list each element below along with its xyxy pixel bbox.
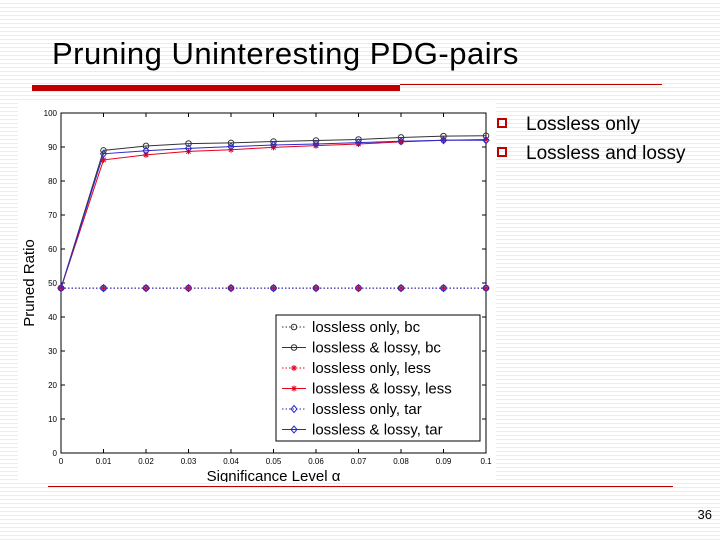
data-point	[142, 142, 150, 150]
slide-title: Pruning Uninteresting PDG-pairs	[52, 36, 519, 71]
data-point	[184, 283, 193, 293]
data-point	[227, 142, 235, 151]
y-tick-label: 60	[48, 245, 57, 254]
legend-label: lossless & lossy, less	[312, 381, 452, 398]
data-point	[439, 135, 448, 145]
y-tick-label: 80	[48, 177, 57, 186]
legend-label: lossless & lossy, bc	[312, 340, 441, 357]
star-marker-stroke	[291, 385, 297, 392]
page-number: 36	[697, 507, 712, 522]
data-point	[142, 146, 150, 156]
legend-swatch-marker	[291, 365, 297, 371]
data-point	[142, 283, 150, 293]
bullet-item: Lossless only	[490, 113, 705, 137]
legend-swatch-marker	[290, 425, 298, 434]
data-point	[482, 135, 490, 145]
y-tick-label: 30	[48, 347, 57, 356]
x-tick-label: 0.1	[480, 457, 492, 466]
series-line	[60, 139, 486, 289]
data-point	[354, 283, 363, 293]
data-point	[184, 144, 193, 153]
y-tick-label: 90	[48, 143, 57, 152]
data-point	[482, 283, 490, 293]
y-tick-label: 10	[48, 415, 57, 424]
title-underline-thick	[32, 85, 400, 91]
y-tick-label: 100	[44, 109, 58, 118]
data-point	[227, 283, 235, 293]
y-axis-label: Pruned Ratio	[21, 239, 38, 327]
data-point	[312, 139, 320, 149]
legend-box	[275, 314, 481, 442]
data-point	[99, 149, 108, 159]
x-tick-label: 0.01	[96, 457, 112, 466]
star-marker-stroke	[291, 365, 297, 371]
y-tick-label: 0	[53, 449, 58, 458]
square-bullet-icon	[497, 147, 507, 157]
y-tick-label: 50	[48, 279, 57, 288]
legend-label: lossless & lossy, tar	[312, 422, 443, 439]
x-tick-label: 0.07	[351, 457, 367, 466]
star-marker-stroke	[100, 157, 107, 163]
x-tick-label: 0.05	[266, 457, 282, 466]
data-point	[312, 283, 320, 293]
pruned-ratio-chart: 0 10 20 30 40 50 60 70 80 90 100 0 0.01 0.02 0.03 0.04 0…	[21, 109, 492, 482]
data-point	[354, 138, 363, 147]
legend-swatch-marker	[291, 385, 297, 392]
x-axis-label: Significance Level α	[207, 468, 341, 482]
data-point	[99, 283, 108, 293]
data-point	[100, 147, 107, 154]
legend-label: lossless only, tar	[312, 401, 422, 418]
data-point	[57, 283, 65, 293]
bullet-text: Lossless only	[526, 114, 641, 135]
data-point	[269, 140, 278, 150]
y-tick-label: 40	[48, 313, 57, 322]
series-lossless-lossy-tar	[57, 135, 490, 293]
x-tick-label: 0.02	[138, 457, 154, 466]
legend-label: lossless only, less	[312, 360, 431, 377]
x-tick-label: 0.08	[393, 457, 409, 466]
data-point	[227, 139, 235, 147]
y-tick-label: 20	[48, 381, 57, 390]
bullet-text: Lossless and lossy	[526, 143, 686, 164]
x-tick-label: 0.06	[308, 457, 324, 466]
data-point	[269, 283, 278, 293]
footer-divider	[48, 486, 673, 487]
data-point	[185, 140, 192, 147]
data-point	[397, 136, 405, 146]
x-tick-label: 0	[59, 457, 64, 466]
square-bullet-icon	[497, 118, 507, 128]
bullet-list: Lossless only Lossless and lossy	[490, 113, 705, 171]
legend-label: lossless only, bc	[312, 319, 421, 336]
data-point	[439, 283, 448, 293]
legend-swatch-marker	[290, 323, 298, 331]
star-marker-stroke	[270, 144, 277, 150]
series-lossless-only-tar	[57, 283, 490, 293]
data-point	[397, 283, 405, 293]
legend-swatch-marker	[290, 344, 298, 351]
legend-swatch-marker	[290, 404, 298, 414]
bullet-item: Lossless and lossy	[490, 142, 705, 166]
legend: lossless only, bc lossless & lossy, bc los…	[275, 314, 481, 442]
title-underline-thin	[400, 84, 662, 85]
x-tick-label: 0.03	[181, 457, 197, 466]
chart-panel: 0 10 20 30 40 50 60 70 80 90 100 0 0.01 0.02 0.03 0.04 0…	[18, 102, 496, 482]
x-tick-label: 0.04	[223, 457, 239, 466]
x-tick-label: 0.09	[436, 457, 452, 466]
y-tick-label: 70	[48, 211, 57, 220]
